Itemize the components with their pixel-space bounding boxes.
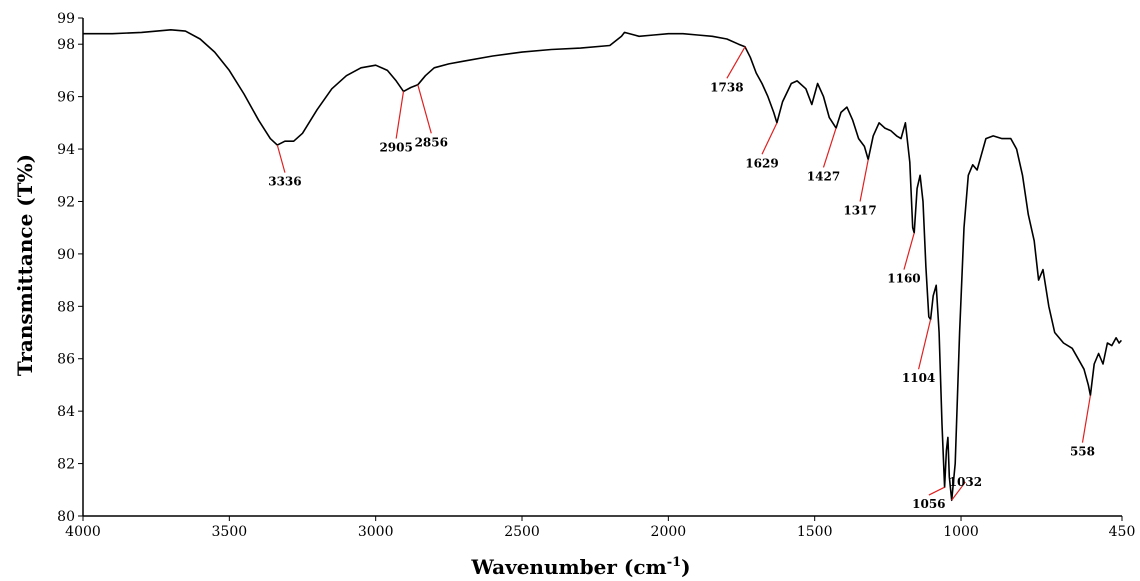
plot-area [83,29,1122,502]
y-tick-label: 84 [57,404,75,420]
peak-leader-line [918,319,932,370]
y-tick-label: 82 [57,457,75,473]
peak-annotation: 1056 [912,486,946,511]
peak-annotation: 1032 [949,475,982,501]
y-axis-title: Transmittance (T%) [13,154,37,376]
peak-label: 1160 [887,272,920,286]
peak-label: 1629 [745,156,778,170]
peak-label: 1317 [843,203,876,217]
peak-label: 1427 [807,169,840,183]
peak-annotation: 1738 [710,46,746,94]
peak-annotation: 2905 [379,91,413,155]
peak-label: 1032 [949,475,982,489]
y-tick-label: 96 [57,90,75,106]
peak-leader-line [822,127,837,168]
x-tick-label: 3000 [358,524,394,540]
y-tick-label: 98 [57,37,75,53]
peak-leader-line [951,481,966,501]
peak-label: 1104 [902,371,935,385]
x-tick-label: 4000 [65,524,101,540]
peak-annotations: 3336 2905 2856 1738 1629 1427 1317 1160 1104 1056… [268,46,1095,511]
peak-label: 2905 [379,141,412,155]
peak-label: 1056 [912,497,945,511]
peak-annotation: 2856 [415,84,448,149]
peak-label: 558 [1070,445,1095,459]
peak-leader-line [276,144,286,173]
peak-leader-line [417,84,432,134]
x-tick-label: 450 [1109,524,1136,540]
peak-leader-line [928,486,945,496]
peak-annotation: 558 [1070,395,1095,459]
x-axis-title: Wavenumber (cm-1) [470,555,690,579]
x-tick-label: 1500 [797,524,833,540]
x-tick-label: 2500 [504,524,540,540]
x-tick-label: 1000 [943,524,979,540]
peak-label: 1738 [710,80,743,94]
peak-leader-line [1081,395,1091,443]
y-tick-label: 80 [57,509,75,525]
y-tick-label: 90 [57,247,75,263]
peak-leader-line [761,122,778,155]
peak-leader-line [903,232,915,270]
peak-label: 2856 [415,135,448,149]
x-axis-title-sup: -1 [667,555,681,570]
x-tick-label: 3500 [212,524,248,540]
peak-annotation: 1104 [902,319,935,385]
spectrum-line [83,29,1122,502]
x-axis-title-close: ) [681,555,690,579]
y-tick-label: 88 [57,299,75,315]
peak-annotation: 1629 [745,122,779,170]
peak-annotation: 3336 [268,144,302,189]
peak-leader-line [859,159,869,202]
axes: 80 82 84 86 88 90 92 94 96 98 99 4000 3500 3000 2500 20… [57,11,1135,540]
peak-annotation: 1160 [887,232,921,286]
peak-leader-line [395,91,405,139]
y-tick-label: 94 [57,142,75,158]
y-tick-label: 99 [57,11,75,27]
y-tick-label: 92 [57,194,75,210]
peak-annotation: 1317 [843,159,877,217]
x-axis-title-main: Wavenumber (cm [470,555,666,579]
peak-annotation: 1427 [807,127,840,183]
x-tick-label: 2000 [651,524,687,540]
y-tick-label: 86 [57,352,75,368]
peak-leader-line [726,46,746,79]
peak-label: 3336 [268,175,301,189]
